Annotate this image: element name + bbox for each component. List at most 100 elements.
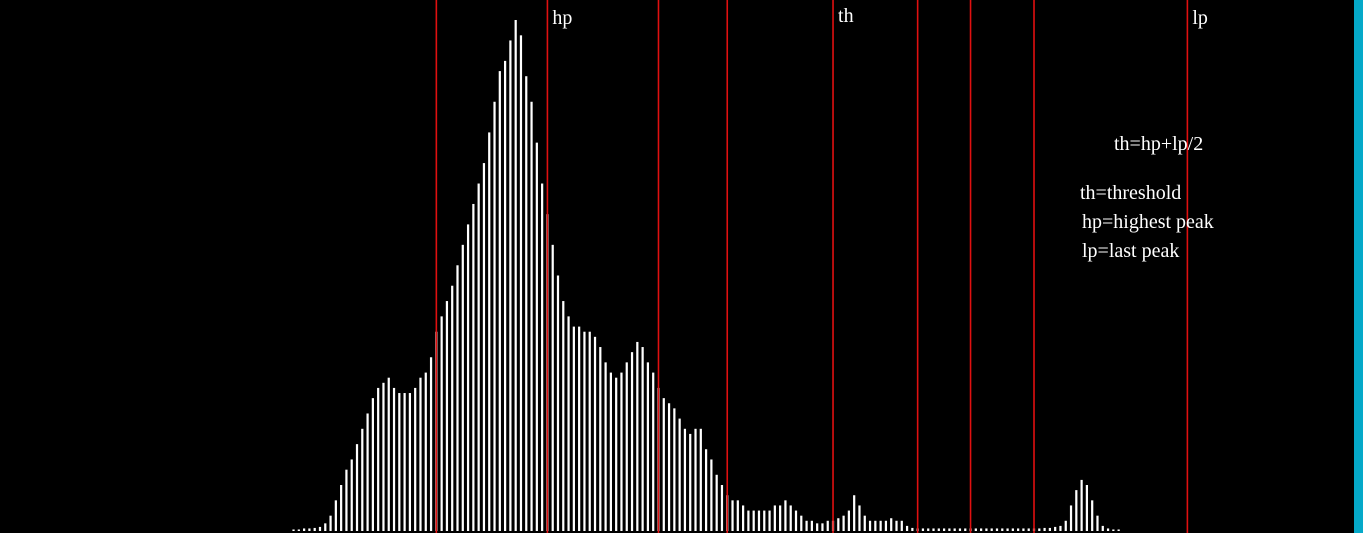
histogram-bar (361, 428, 364, 531)
histogram-bar (646, 362, 650, 531)
histogram-bar (630, 352, 634, 531)
histogram-bar (810, 520, 813, 531)
histogram-bar (408, 393, 412, 531)
histogram-bar (429, 357, 433, 531)
histogram-bar (567, 316, 570, 531)
histogram-bar (890, 518, 893, 531)
histogram-bar (1085, 485, 1089, 531)
histogram-bar (932, 528, 935, 531)
histogram-bar (757, 510, 761, 531)
histogram-bar (662, 398, 665, 531)
histogram-bar (1080, 479, 1083, 531)
histogram-bar (345, 469, 348, 531)
histogram-bar (1096, 515, 1099, 531)
histogram-bar (847, 510, 850, 531)
histogram-bar (689, 433, 692, 531)
histogram-bar (752, 510, 755, 531)
histogram-bar (403, 393, 406, 531)
histogram-bar (1048, 527, 1051, 531)
histogram-bar (419, 377, 422, 531)
histogram-bar (710, 459, 713, 531)
histogram-bar (768, 510, 771, 531)
histogram-bar (779, 505, 782, 531)
histogram-bar (472, 203, 475, 531)
definition-last-peak: lp=last peak (1082, 240, 1180, 262)
histogram-bar (673, 408, 676, 531)
histogram-bar (625, 362, 628, 531)
histogram-bar (498, 71, 501, 531)
histogram-bar (1069, 505, 1073, 531)
histogram-bar (350, 459, 353, 531)
marker-label-lp: lp (1192, 7, 1208, 29)
histogram-bar (826, 520, 829, 531)
histogram-bar (905, 525, 909, 531)
histogram-bar (874, 520, 877, 531)
histogram-bar (324, 523, 327, 531)
histogram-bar (377, 387, 380, 531)
histogram-bar (853, 495, 856, 531)
histogram-bar (667, 403, 671, 531)
histogram-bar (493, 101, 496, 531)
histogram-bar (615, 377, 618, 531)
histogram-bar (488, 132, 491, 532)
histogram-bar (525, 76, 528, 532)
histogram-bar (588, 331, 591, 531)
histogram-bar (800, 515, 803, 531)
histogram-bar (704, 449, 708, 531)
histogram-bar (736, 500, 739, 531)
histogram-bar (482, 163, 486, 531)
histogram-bar (948, 528, 951, 531)
marker-label-th: th (838, 5, 854, 27)
definition-highest-peak: hp=highest peak (1082, 211, 1214, 233)
histogram-bar (604, 362, 607, 531)
histogram-bar (329, 515, 332, 531)
histogram-bar (763, 510, 766, 531)
histogram-bar (509, 40, 512, 531)
threshold-formula: th=hp+lp/2 (1114, 133, 1204, 155)
histogram-bar (895, 520, 898, 531)
histogram-bar (387, 377, 390, 531)
histogram-bar (964, 528, 967, 531)
histogram-bar (1112, 529, 1115, 531)
legend-box: th=hp+lp/2 th=threshold hp=highest peak … (1080, 130, 1340, 266)
histogram-bar (773, 505, 776, 531)
histogram-bar (784, 500, 787, 531)
histogram-bar (678, 418, 681, 531)
histogram-bar (636, 341, 639, 531)
markers-layer: hp th lp (435, 0, 1208, 533)
histogram-bar (593, 336, 597, 531)
histogram-bar (535, 142, 538, 531)
histogram-bar (398, 393, 401, 531)
histogram-bar (884, 520, 888, 531)
histogram-bar (620, 372, 623, 531)
bars-layer (292, 20, 1120, 532)
histogram-bar (863, 515, 866, 531)
histogram-bar (599, 347, 602, 531)
histogram-bar (858, 505, 861, 531)
histogram-bar (980, 528, 983, 531)
histogram-bar (995, 528, 999, 531)
histogram-bar (805, 520, 808, 531)
histogram-bar (440, 316, 443, 531)
histogram-bar (794, 510, 798, 531)
histogram-bar (340, 485, 343, 531)
histogram-bar (578, 326, 581, 531)
histogram-bar (990, 528, 993, 531)
histogram-bar (572, 326, 575, 531)
histogram-bar (1091, 500, 1094, 531)
histogram-bar (985, 528, 988, 531)
histogram-bar (900, 520, 903, 531)
histogram-bar (392, 387, 396, 531)
histogram-bar (514, 20, 517, 531)
histogram-bar (937, 528, 940, 531)
histogram-bar (466, 224, 470, 531)
histogram-bar (519, 35, 523, 531)
histogram-bar (1101, 525, 1104, 531)
histogram-bar (641, 347, 644, 531)
histogram-bar (911, 527, 914, 531)
histogram-bar (927, 528, 930, 531)
histogram-bar (1038, 528, 1041, 531)
histogram-bar (1017, 528, 1020, 531)
histogram-bar (816, 523, 819, 531)
histogram-bar (683, 428, 687, 531)
